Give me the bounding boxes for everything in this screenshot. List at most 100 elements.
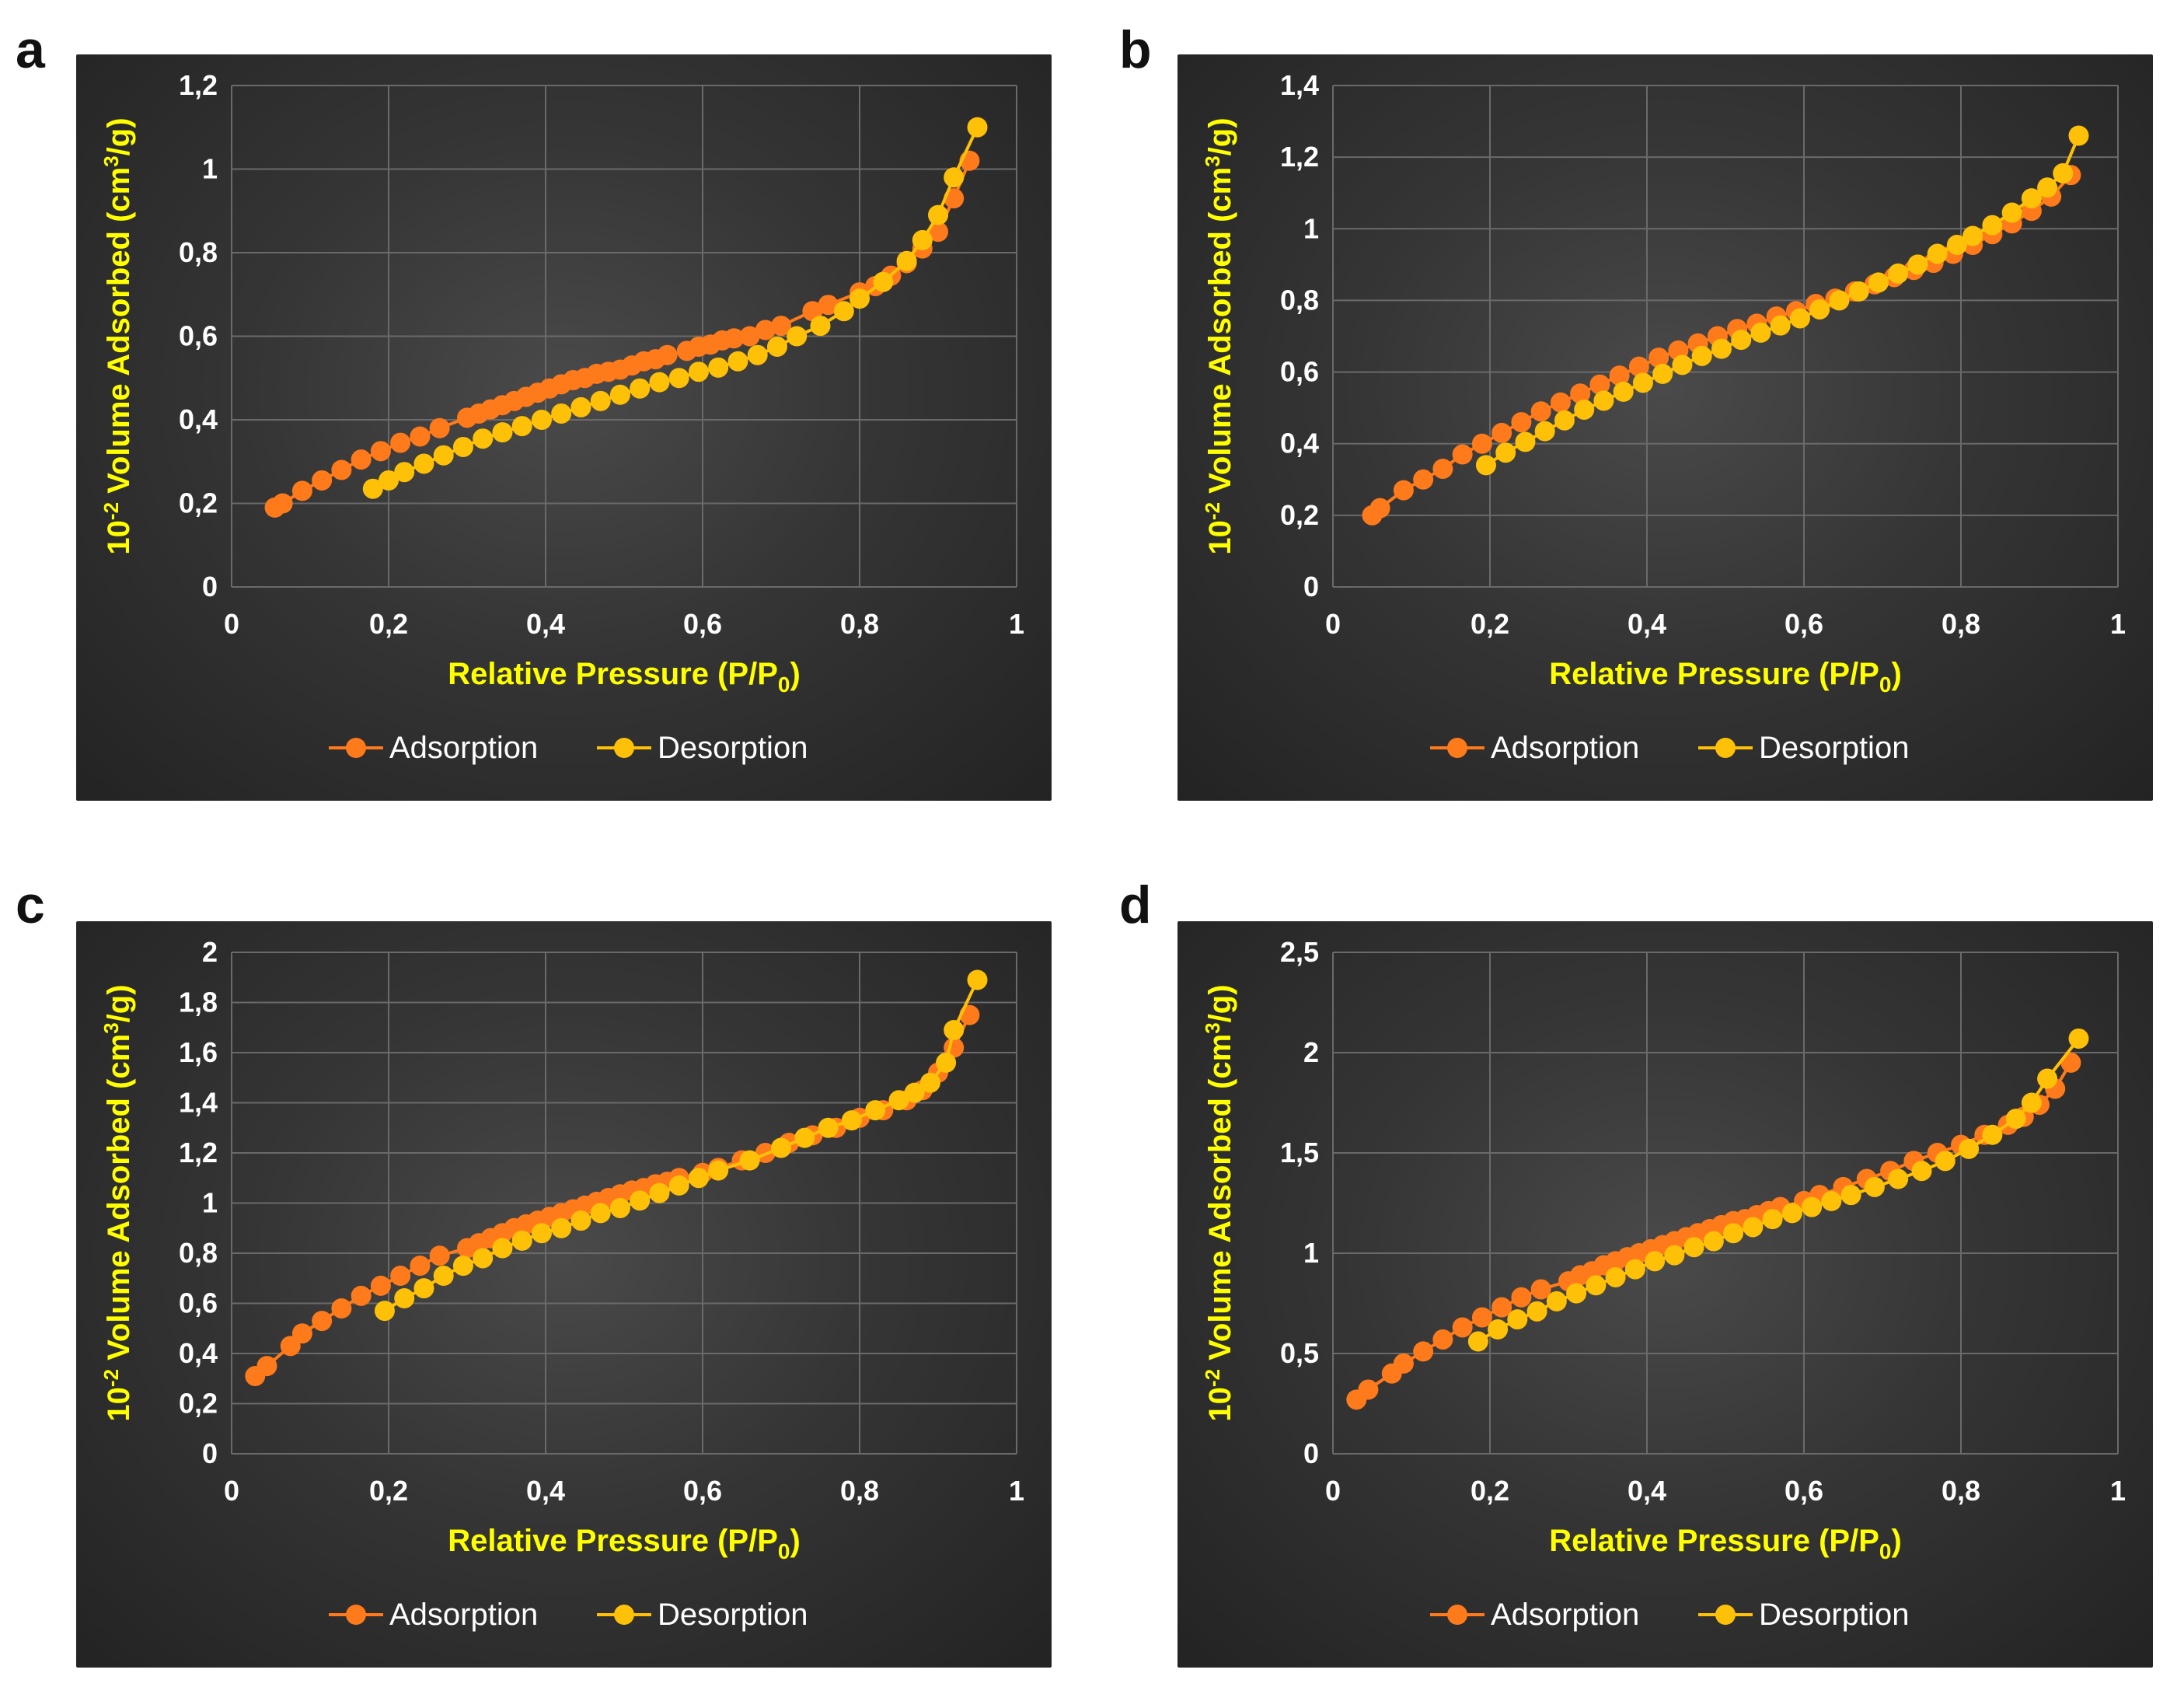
desorption-point [865,1100,886,1121]
desorption-point [747,344,768,365]
x-tick-label: 1 [1009,608,1024,640]
desorption-point [2068,125,2089,146]
desorption-point [452,436,473,457]
adsorption-point [1589,374,1610,395]
adsorption-point [1432,1329,1453,1350]
desorption-point [967,117,988,138]
adsorption-point [1432,458,1453,479]
desorption-point [374,1301,395,1322]
adsorption-point [256,1356,277,1377]
y-tick-label: 1,4 [1280,69,1319,101]
adsorption-point [410,1256,431,1277]
desorption-point [1962,225,1983,246]
adsorption-point [370,1275,391,1296]
y-tick-label: 1,2 [1280,141,1319,173]
desorption-point [1888,1168,1909,1189]
desorption-point [1613,381,1634,402]
x-tick-label: 0,4 [526,1475,565,1507]
adsorption-point [370,441,391,462]
adsorption-point [771,316,791,337]
desorption-point [919,1072,940,1093]
x-tick-label: 0,6 [683,608,722,640]
legend-desorption-marker [1715,738,1736,758]
desorption-point [394,462,415,483]
adsorption-point [1471,433,1492,454]
chart-panel-c: 0 0,2 0,4 0,6 0,8 1 1,2 1,4 1,6 1,8 2 0 0,2 0,4 0,6 0,8… [76,921,1052,1668]
legend-adsorption-label: Adsorption [389,1598,538,1632]
desorption-point [473,1248,494,1269]
adsorption-point [2060,1052,2081,1073]
x-tick-label: 1 [2110,608,2126,640]
legend-a: Adsorption Desorption [329,731,808,765]
desorption-point [1911,1161,1932,1182]
legend-adsorption-label: Adsorption [1491,1598,1639,1632]
y-tick-label: 1 [202,1187,218,1219]
desorption-point [936,1052,957,1073]
panel-label-d: d [1119,875,1152,934]
x-axis-title: Relative Pressure (P/P0) [448,1524,801,1563]
adsorption-point [755,320,776,341]
gridlines-b [1332,85,2119,588]
adsorption-point [1358,1379,1379,1400]
y-tick-label: 0,8 [1280,284,1319,316]
desorption-point [649,1182,670,1203]
desorption-point [708,357,729,378]
series-adsorption-c [245,1004,980,1387]
series-desorption-b [1475,125,2089,476]
x-tick-label: 0 [224,1475,239,1507]
adsorption-point [1413,469,1434,490]
y-axis-title: 10-2 Volume Adsorbed (cm3/g) [1201,117,1237,554]
desorption-point [1770,315,1791,336]
desorption-point [551,403,572,424]
desorption-point [570,396,591,417]
y-tick-label: 0 [1303,1437,1319,1469]
chart-panel-d: 0 0,5 1 1,5 2 2,5 0 0,2 0,4 0,6 0,8 1 Relative Press… [1177,921,2153,1668]
desorption-point [1507,1309,1528,1330]
desorption-point [1840,1185,1861,1206]
desorption-point [1982,215,2003,236]
legend-desorption-label: Desorption [658,731,808,765]
adsorption-point [928,222,948,243]
legend-adsorption-marker [346,1605,366,1625]
adsorption-point [1369,498,1390,519]
gridlines-a [231,85,1017,588]
y-tick-label: 2,5 [1280,936,1319,968]
adsorption-point [1511,1287,1532,1308]
desorption-point [1809,299,1830,320]
desorption-point [1927,243,1948,264]
x-tick-label: 0,2 [369,1475,408,1507]
desorption-point [944,167,965,188]
series-desorption-c [374,969,988,1322]
adsorption-point [1393,480,1414,501]
y-tick-label: 1,4 [179,1087,218,1119]
desorption-point [1982,1124,2003,1145]
desorption-point [492,1238,513,1259]
adsorption-point [1452,444,1473,465]
y-tick-label: 0,6 [179,1287,218,1319]
desorption-point [904,1082,925,1103]
adsorption-point [739,326,760,347]
x-tick-label: 0,2 [1471,608,1509,640]
adsorption-point [390,1266,411,1287]
desorption-point [1593,390,1614,411]
desorption-point [1848,281,1869,302]
y-tick-label: 1,5 [1280,1137,1319,1168]
legend-adsorption-label: Adsorption [1491,731,1639,765]
desorption-point [1743,1217,1764,1238]
desorption-point [609,384,630,405]
x-tick-label: 0,8 [840,1475,879,1507]
panel-label-a: a [16,20,45,79]
adsorption-point [1471,1307,1492,1328]
desorption-point [727,351,748,372]
y-tick-label: 0,5 [1280,1337,1319,1369]
desorption-point [2053,162,2074,183]
y-tick-label: 0,8 [179,1237,218,1269]
y-tick-label: 1 [1303,212,1319,244]
y-tick-label: 0,2 [1280,499,1319,531]
desorption-point [708,1160,729,1181]
desorption-point [1605,1266,1626,1287]
x-tick-label: 0,4 [1628,608,1666,640]
x-tick-label: 0,2 [1471,1475,1509,1507]
panel-label-b: b [1119,20,1152,79]
desorption-point [590,1203,611,1224]
